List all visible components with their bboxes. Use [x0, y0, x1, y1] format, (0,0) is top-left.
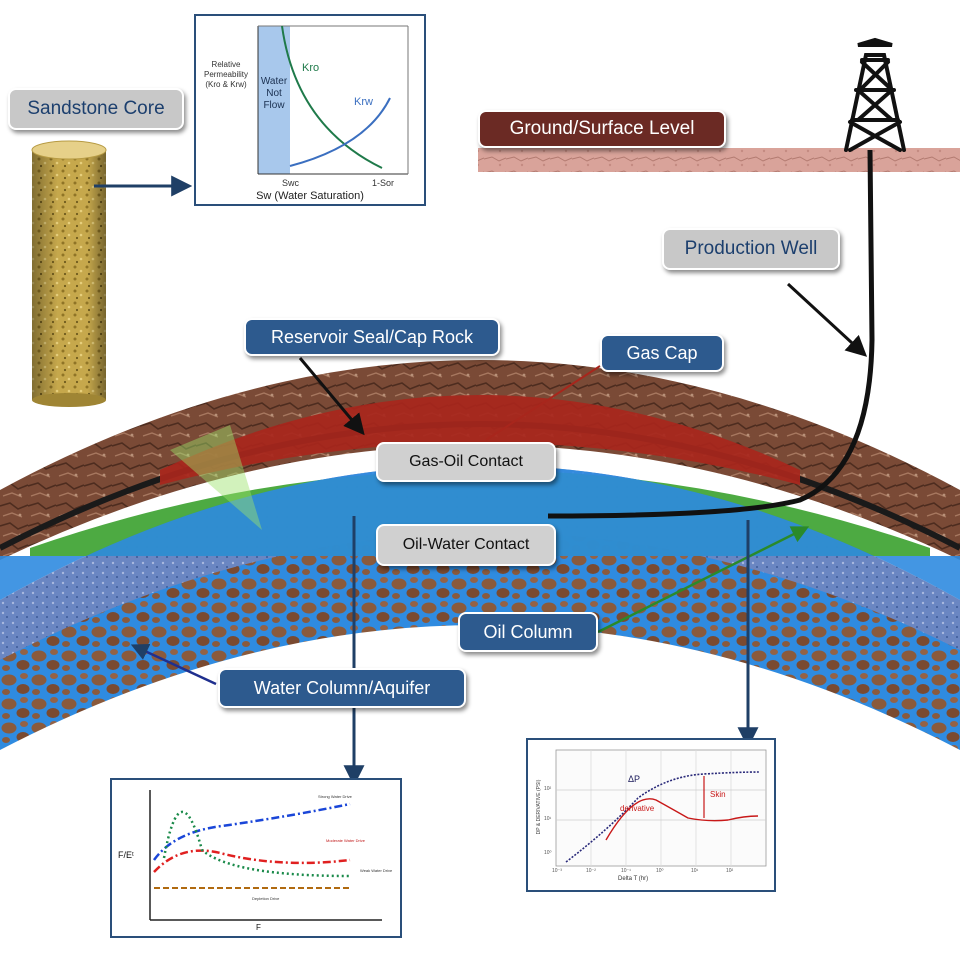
- oil-column-arrow: [597, 526, 810, 634]
- relperm-no-flow-label: Water Not Flow: [260, 76, 288, 111]
- sandstone-core-icon: [31, 140, 107, 407]
- welltest-chart-panel: DP & DERIVATIVE (PSI) ΔP derivative Skin…: [526, 738, 776, 892]
- drive-xlabel: F: [256, 923, 261, 932]
- y-tick-0: 10²: [544, 786, 552, 792]
- relperm-ylabel: Relative Permeability (Kro & Krw): [203, 60, 248, 89]
- moderate-water-drive-line: [153, 849, 351, 873]
- derivative-curve: [605, 798, 759, 841]
- core-view-fan: [170, 425, 262, 530]
- kro-curve: [281, 25, 383, 169]
- seal-arrow: [298, 357, 365, 436]
- drive-series-label-2: Weak Water Drive: [360, 868, 393, 873]
- oil-column-label: Oil Column: [458, 612, 598, 652]
- lower-rock-layer: [0, 515, 960, 750]
- relperm-xlabel: Sw (Water Saturation): [256, 190, 364, 202]
- well-arrow: [786, 282, 868, 357]
- dp-label: ΔP: [628, 774, 641, 784]
- gas-cap-label: Gas Cap: [600, 334, 724, 372]
- welltest-chart: [555, 749, 767, 867]
- x-tick-3: 10⁰: [656, 868, 664, 874]
- x-tick-5: 10²: [726, 868, 734, 874]
- gas-cap-zone: [160, 395, 800, 485]
- production-well-label: Production Well: [662, 228, 840, 270]
- strong-water-drive-line: [152, 802, 351, 861]
- gas-cap-leader: [485, 365, 601, 441]
- derivative-label: derivative: [620, 804, 655, 813]
- production-well-line: [547, 149, 875, 519]
- welltest-xlabel: Delta T (hr): [618, 876, 649, 882]
- drive-chart: [149, 790, 382, 921]
- relperm-chart: [257, 25, 409, 175]
- y-tick-2: 10⁰: [544, 850, 552, 856]
- krw-curve: [289, 97, 391, 167]
- no-flow-zone: [258, 26, 290, 174]
- x-tick-1: 10⁻²: [586, 868, 596, 874]
- krw-label: Krw: [354, 96, 373, 108]
- tick-swc: Swc: [282, 178, 300, 188]
- ground-surface-strip: [478, 148, 960, 172]
- oil-water-contact-label: Oil-Water Contact: [376, 524, 556, 566]
- relperm-chart-panel: Relative Permeability (Kro & Krw) Water …: [194, 14, 426, 206]
- reservoir-seal-label: Reservoir Seal/Cap Rock: [244, 318, 500, 356]
- sandstone-core-label: Sandstone Core: [8, 88, 184, 130]
- ground-surface-label: Ground/Surface Level: [478, 110, 726, 148]
- water-column-arrow: [130, 643, 217, 686]
- x-tick-2: 10⁻¹: [621, 868, 631, 874]
- x-tick-0: 10⁻³: [552, 868, 562, 874]
- drive-ylabel: F/Eᵗ: [118, 850, 134, 860]
- dp-curve: [565, 771, 761, 863]
- cap-rock-upper: [0, 360, 960, 545]
- drive-series-label-3: Depletion Drive: [252, 896, 280, 901]
- kro-label: Kro: [302, 62, 320, 74]
- weak-water-drive-line: [162, 810, 351, 878]
- derrick-icon: [844, 37, 906, 152]
- gas-oil-contact-label: Gas-Oil Contact: [376, 442, 556, 482]
- drive-series-label-0: Strong Water Drive: [318, 794, 352, 799]
- welltest-ylabel: DP & DERIVATIVE (PSI): [536, 779, 542, 835]
- skin-label: Skin: [710, 790, 726, 799]
- drive-series-label-1: Moderate Water Drive: [326, 838, 365, 843]
- y-tick-1: 10¹: [544, 816, 552, 822]
- drive-chart-panel: F/Eᵗ F Strong Water Drive Moderate Water…: [110, 778, 402, 938]
- tick-1sor: 1-Sor: [372, 178, 395, 188]
- x-tick-4: 10¹: [691, 868, 699, 874]
- water-column-label: Water Column/Aquifer: [218, 668, 466, 708]
